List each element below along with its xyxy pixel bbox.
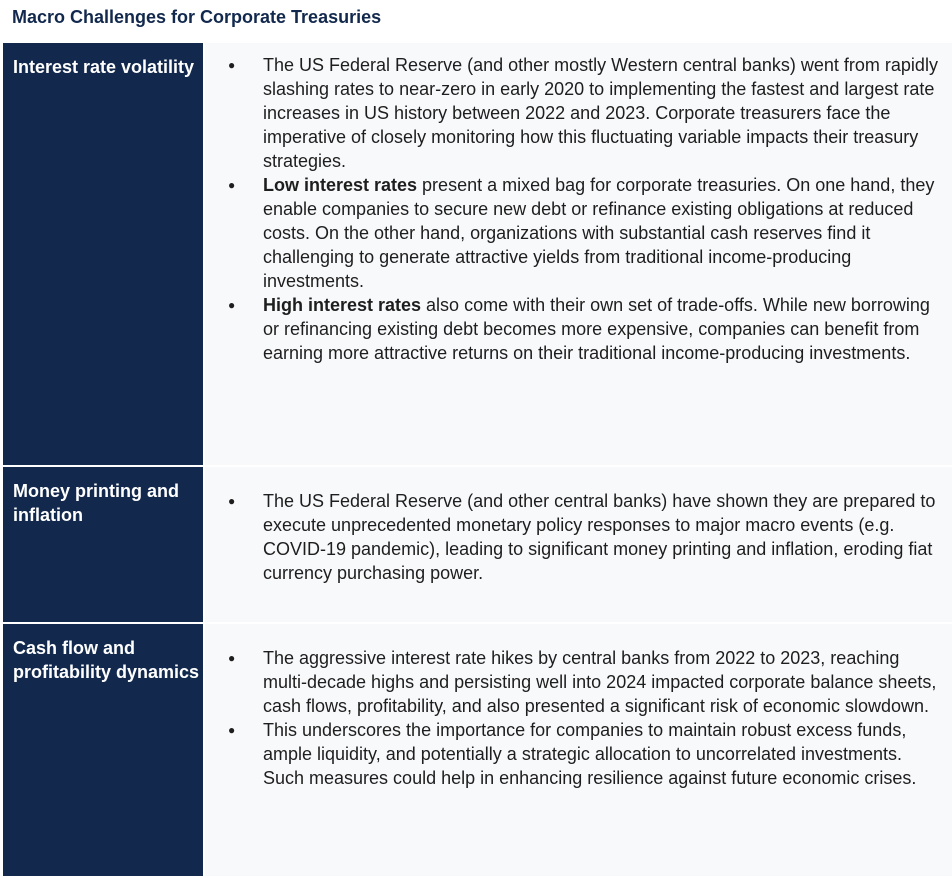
bold-term: Low interest rates [263, 175, 418, 195]
bullet-list: ● The aggressive interest rate hikes by c… [205, 646, 942, 790]
bullet-text: The US Federal Reserve (and other centra… [263, 491, 936, 583]
bullet-text: The aggressive interest rate hikes by ce… [263, 648, 937, 716]
table-row: Cash flow and profitability dynamics ● The… [3, 624, 952, 878]
list-item: ● Low interest rates present a mixed bag … [205, 173, 942, 293]
bullet-text: present a mixed bag for corporate treasu… [263, 175, 935, 291]
row-label: Interest rate volatility [3, 43, 203, 465]
bullet-icon: ● [228, 494, 236, 508]
bullet-list: ● The US Federal Reserve (and other mostl… [205, 53, 942, 365]
bullet-list: ● The US Federal Reserve (and other centr… [205, 489, 942, 585]
list-item: ● The US Federal Reserve (and other mostl… [205, 53, 942, 173]
table-row: Money printing and inflation ● The US Fede… [3, 467, 952, 624]
bold-term: High interest rates [263, 295, 422, 315]
challenges-table: Interest rate volatility ● The US Federal … [3, 43, 952, 878]
bullet-text: This underscores the importance for comp… [263, 720, 917, 788]
bullet-icon: ● [228, 58, 236, 72]
bullet-icon: ● [228, 178, 236, 192]
page-title: Macro Challenges for Corporate Treasurie… [12, 7, 382, 27]
row-content: ● The US Federal Reserve (and other centr… [205, 467, 952, 622]
bullet-icon: ● [228, 298, 236, 312]
bullet-text: also come with their own set of trade-of… [263, 295, 930, 363]
list-item: ● The aggressive interest rate hikes by c… [205, 646, 942, 718]
row-label: Money printing and inflation [3, 467, 203, 622]
row-content: ● The aggressive interest rate hikes by c… [205, 624, 952, 876]
bullet-icon: ● [228, 723, 236, 737]
row-label: Cash flow and profitability dynamics [3, 624, 203, 876]
table-row: Interest rate volatility ● The US Federal … [3, 43, 952, 467]
bullet-icon: ● [228, 651, 236, 665]
bullet-text: The US Federal Reserve (and other mostly… [263, 55, 938, 171]
list-item: ● This underscores the importance for com… [205, 718, 942, 790]
list-item: ● The US Federal Reserve (and other centr… [205, 489, 942, 585]
list-item: ● High interest rates also come with thei… [205, 293, 942, 365]
row-content: ● The US Federal Reserve (and other mostl… [205, 43, 952, 465]
